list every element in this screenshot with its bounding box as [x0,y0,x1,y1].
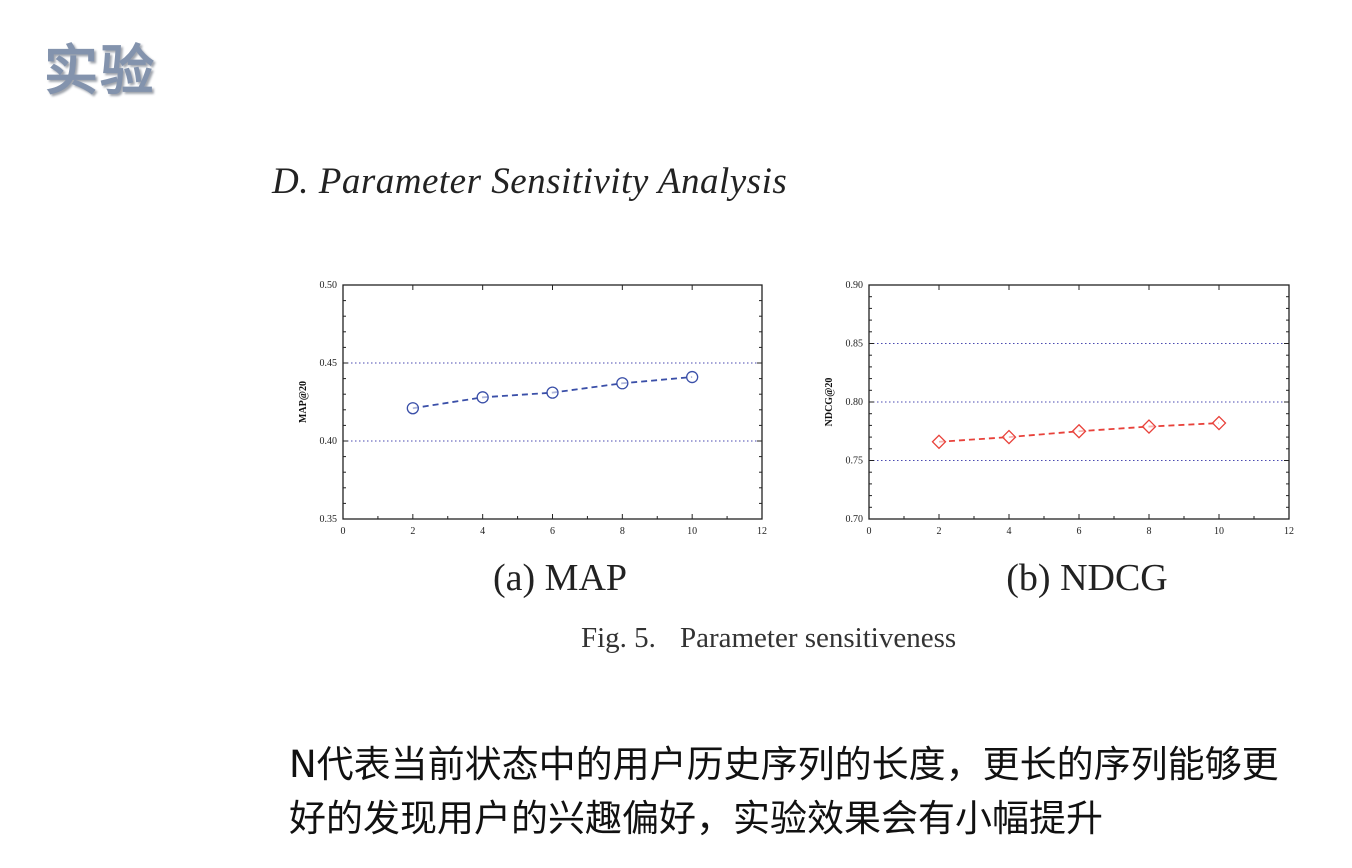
subcaption-ndcg: (b) NDCG [1006,557,1168,599]
chart-map: 0.35 0.40 0.45 0.50 0 2 4 6 8 10 12 MAP@20 [298,280,767,537]
subcaption-map: (a) MAP [492,557,628,599]
y-tick-label: 0.85 [846,339,864,350]
figure-caption-text: Parameter sensitiveness [679,622,957,654]
section-heading: D. Parameter Sensitivity Analysis [272,161,788,202]
y-tick-label: 0.50 [320,280,338,291]
figure-caption: Fig. 5. Parameter sensitiveness [581,622,956,655]
data-point [1071,423,1087,439]
data-point [1141,419,1157,434]
x-tick-label: 2 [410,526,415,537]
x-tick-label: 4 [480,526,485,537]
y-axis-label: NDCG@20 [824,378,835,427]
data-point [1211,415,1227,431]
x-tick-label: 0 [867,526,872,537]
x-tick-label: 12 [1284,526,1294,537]
data-point [686,370,699,384]
slide-title: 实验 [44,39,156,102]
x-tick-label: 8 [1147,526,1152,537]
x-tick-label: 10 [687,526,697,537]
y-tick-label: 0.80 [846,397,864,408]
data-point [546,386,559,399]
body-text: N代表当前状态中的用户历史序列的长度，更长的序列能够更 好的发现用户的兴趣偏好，… [289,738,1329,846]
y-tick-label: 0.70 [846,514,864,525]
x-tick-label: 6 [1077,526,1082,537]
y-tick-label: 0.75 [846,456,864,467]
data-point [1001,429,1017,445]
y-tick-label: 0.45 [320,358,338,369]
x-tick-label: 10 [1214,526,1224,537]
x-tick-label: 6 [550,526,555,537]
x-tick-label: 0 [341,526,346,537]
y-tick-label: 0.90 [846,280,864,291]
y-tick-label: 0.40 [320,436,338,447]
data-point [406,402,419,415]
figure-caption-number: Fig. 5. [581,622,656,654]
y-tick-label: 0.35 [320,514,338,525]
x-tick-label: 2 [937,526,942,537]
x-tick-label: 8 [620,526,625,537]
chart-ndcg: 0.70 0.75 0.80 0.85 0.90 0 2 4 6 8 10 12 NDCG@20 [824,280,1294,537]
y-axis-label: MAP@20 [298,381,309,423]
data-point [931,434,947,450]
data-point [476,391,489,404]
body-text-line-1: N代表当前状态中的用户历史序列的长度，更长的序列能够更 [289,743,1279,786]
plot-frame [342,284,763,520]
x-tick-label: 12 [757,526,767,537]
x-tick-label: 4 [1007,526,1012,537]
data-point [616,377,629,390]
body-text-line-2: 好的发现用户的兴趣偏好，实验效果会有小幅提升 [289,797,1103,840]
